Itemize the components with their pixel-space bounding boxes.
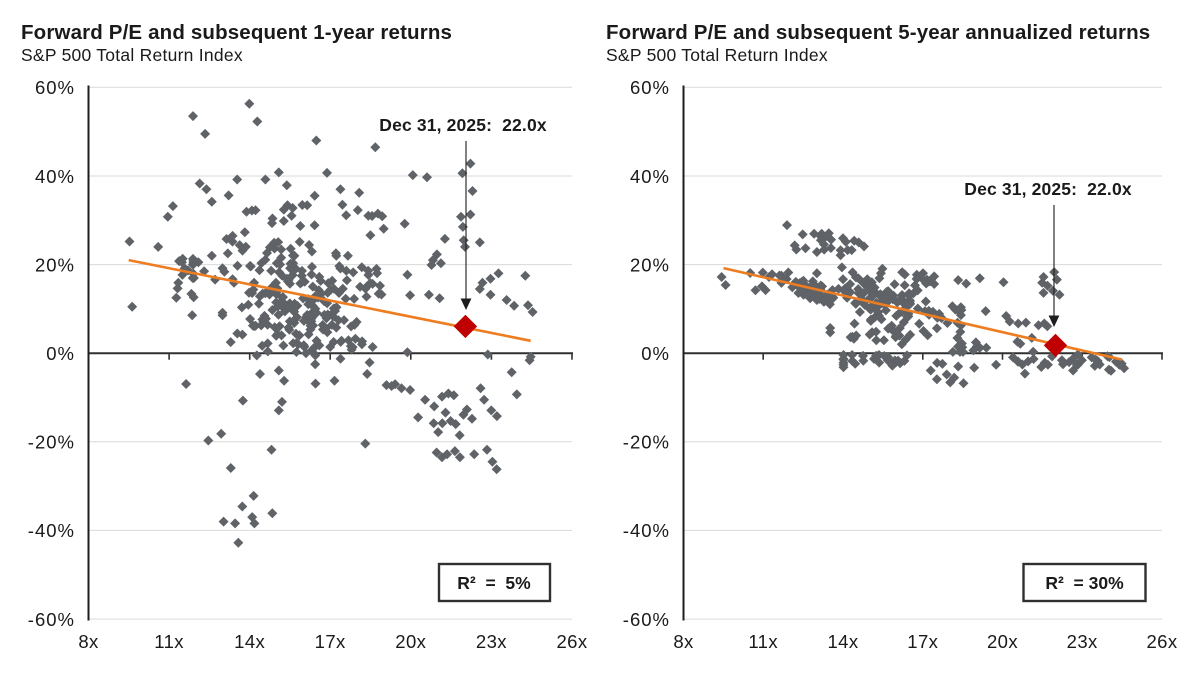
svg-text:40%: 40% (35, 166, 75, 187)
svg-text:0%: 0% (641, 343, 670, 364)
svg-text:23x: 23x (476, 631, 507, 652)
svg-text:26x: 26x (1146, 631, 1177, 652)
svg-text:8x: 8x (78, 631, 99, 652)
svg-text:20%: 20% (630, 254, 670, 275)
svg-text:Forward P/E and subsequent 5-y: Forward P/E and subsequent 5-year annual… (606, 21, 1150, 44)
svg-text:Forward P/E and subsequent 1-y: Forward P/E and subsequent 1-year return… (21, 21, 452, 44)
svg-text:20%: 20% (35, 254, 75, 275)
svg-text:20x: 20x (395, 631, 426, 652)
svg-text:-40%: -40% (623, 520, 670, 541)
svg-text:S&P 500 Total Return Index: S&P 500 Total Return Index (606, 45, 828, 65)
svg-text:20x: 20x (987, 631, 1018, 652)
svg-text:Dec 31, 2025: 22.0x: Dec 31, 2025: 22.0x (964, 179, 1132, 199)
svg-text:11x: 11x (748, 631, 778, 652)
svg-text:60%: 60% (630, 77, 670, 98)
svg-text:Dec 31, 2025: 22.0x: Dec 31, 2025: 22.0x (379, 115, 547, 135)
svg-text:23x: 23x (1067, 631, 1098, 652)
svg-text:40%: 40% (630, 166, 670, 187)
svg-text:60%: 60% (35, 77, 75, 98)
svg-text:11x: 11x (154, 631, 184, 652)
svg-text:-20%: -20% (623, 432, 670, 453)
svg-text:14x: 14x (827, 631, 858, 652)
svg-text:S&P 500 Total Return Index: S&P 500 Total Return Index (21, 45, 243, 65)
svg-text:-20%: -20% (28, 432, 75, 453)
svg-text:-60%: -60% (28, 609, 75, 630)
svg-text:-60%: -60% (623, 609, 670, 630)
svg-text:17x: 17x (315, 631, 346, 652)
svg-text:R² = 30%: R² = 30% (1045, 573, 1124, 593)
svg-text:0%: 0% (46, 343, 75, 364)
svg-text:26x: 26x (556, 631, 587, 652)
svg-text:8x: 8x (673, 631, 694, 652)
svg-text:17x: 17x (907, 631, 938, 652)
svg-text:R² = 5%: R² = 5% (457, 573, 531, 593)
svg-text:14x: 14x (234, 631, 265, 652)
svg-text:-40%: -40% (28, 520, 75, 541)
